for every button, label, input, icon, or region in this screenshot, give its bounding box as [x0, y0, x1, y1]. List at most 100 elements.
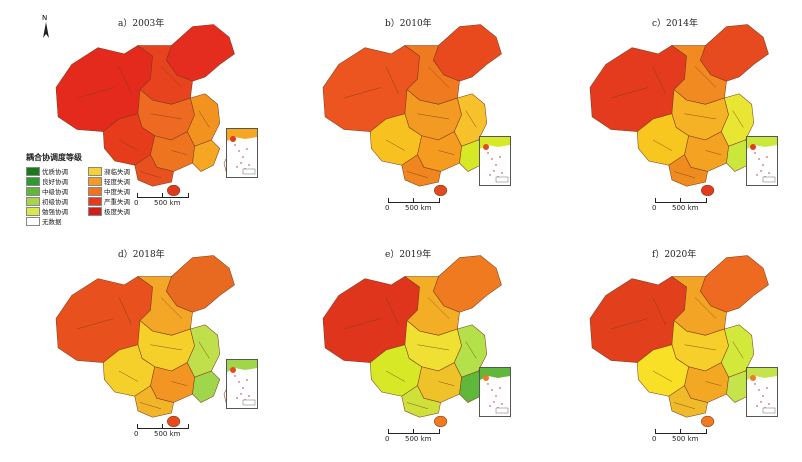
legend-item: 中级协调: [26, 186, 90, 196]
region-ne: [432, 255, 502, 313]
legend-label: 极度失调: [104, 208, 130, 216]
legend-item: 极度失调: [88, 206, 152, 216]
region-sea: [192, 139, 221, 172]
province-border: [684, 113, 717, 120]
scale-bar: 0 500 km: [134, 424, 194, 444]
region-hainan: [701, 415, 715, 427]
map-panel-a: a）2003年 0 500 km: [0, 0, 267, 231]
scale-bar: 0 500 km: [134, 193, 194, 213]
region-ne: [432, 24, 502, 82]
legend-label: 无数据: [42, 218, 62, 226]
province-border: [705, 381, 722, 386]
panel-title: b）2010年: [385, 19, 432, 29]
province-border: [406, 171, 429, 179]
province-border: [417, 113, 450, 120]
south-china-sea-inset: [479, 367, 511, 417]
province-border: [385, 370, 406, 382]
region-hainan: [434, 184, 448, 196]
legend-swatch: [26, 167, 40, 176]
map-panel-d: d）2018年 0 500 km: [0, 231, 267, 462]
region-hainan: [701, 184, 715, 196]
province-border: [427, 297, 450, 319]
province-border: [150, 344, 183, 351]
scale-value: 500 km: [672, 435, 699, 443]
map-panel-e: e）2019年 0 500 km: [267, 231, 534, 462]
region-e: [186, 93, 221, 147]
province-border: [160, 66, 183, 88]
scale-zero: 0: [652, 204, 657, 212]
legend-label: 良好协调: [42, 178, 68, 186]
province-border: [673, 402, 696, 410]
south-china-sea-inset: [226, 128, 258, 178]
scale-zero: 0: [134, 430, 139, 438]
legend-swatch: [26, 197, 40, 206]
province-border: [118, 370, 139, 382]
map-svg: [55, 24, 235, 196]
province-border: [343, 318, 381, 330]
province-border: [732, 110, 744, 128]
province-border: [139, 402, 162, 410]
scale-value: 500 km: [405, 204, 432, 212]
legend-label: 严重失调: [104, 198, 130, 206]
region-ne: [165, 255, 235, 313]
legend-title: 耦合协调度等级: [26, 152, 82, 162]
legend-label: 濒临失调: [104, 168, 130, 176]
legend-item: 良好协调: [26, 176, 90, 186]
scale-value: 500 km: [154, 199, 181, 207]
province-border: [652, 66, 666, 94]
province-border: [198, 110, 210, 128]
region-hainan: [167, 184, 181, 196]
region-hainan: [434, 415, 448, 427]
legend-item: 优质协调: [26, 166, 90, 176]
province-border: [385, 66, 399, 94]
province-border: [171, 381, 188, 386]
region-ne: [699, 255, 769, 313]
province-border: [76, 87, 114, 99]
scale-bar: 0 500 km: [385, 429, 445, 449]
legend-swatch: [26, 217, 40, 226]
province-border: [438, 150, 455, 155]
scale-bar: 0 500 km: [652, 429, 712, 449]
legend-label: 中级协调: [42, 188, 68, 196]
panel-title: a）2003年: [118, 19, 165, 29]
legend-swatch: [88, 187, 102, 196]
province-border: [118, 139, 139, 151]
region-sc: [134, 385, 174, 418]
legend-swatch: [88, 207, 102, 216]
province-border: [610, 87, 648, 99]
province-border: [673, 171, 696, 179]
province-border: [118, 66, 132, 94]
map-svg: [589, 255, 769, 427]
panel-title: c）2014年: [652, 19, 698, 29]
legend-item: 无数据: [26, 216, 90, 226]
panel-title: e）2019年: [385, 250, 432, 260]
map-svg: [322, 24, 502, 196]
map-panel-f: f）2020年 0 500 km: [534, 231, 801, 462]
south-china-sea-inset: [746, 367, 778, 417]
legend-item: 轻度失调: [88, 176, 152, 186]
north-arrow: N: [38, 14, 54, 40]
province-border: [160, 297, 183, 319]
legend-swatch: [26, 177, 40, 186]
region-sc: [668, 154, 708, 187]
region-sc: [401, 154, 441, 187]
province-border: [417, 344, 450, 351]
legend-swatch: [88, 167, 102, 176]
province-border: [406, 402, 429, 410]
region-hainan: [167, 415, 181, 427]
south-china-sea-inset: [226, 359, 258, 409]
region-sea: [192, 370, 221, 403]
scale-value: 500 km: [405, 435, 432, 443]
legend-label: 优质协调: [42, 168, 68, 176]
map-svg: [322, 255, 502, 427]
scale-zero: 0: [385, 204, 390, 212]
legend-swatch: [26, 187, 40, 196]
scale-zero: 0: [652, 435, 657, 443]
province-border: [385, 297, 399, 325]
province-border: [465, 341, 477, 359]
north-arrow-icon: [43, 22, 49, 38]
south-china-sea-inset: [479, 136, 511, 186]
legend-item: 濒临失调: [88, 166, 152, 176]
legend-label: 中度失调: [104, 188, 130, 196]
province-border: [198, 341, 210, 359]
